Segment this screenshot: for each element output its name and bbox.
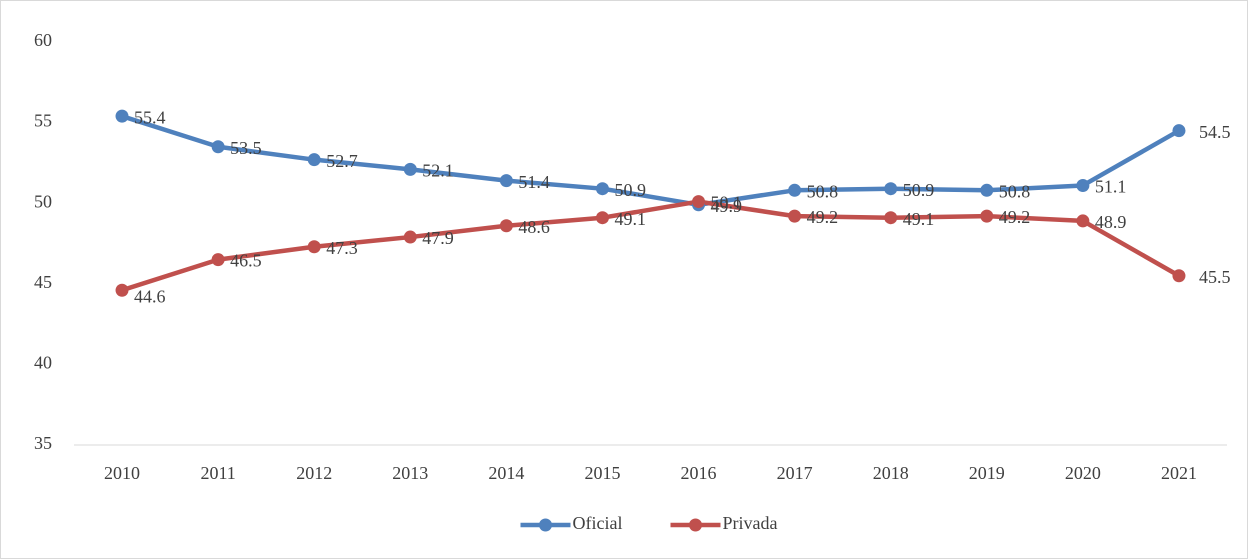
x-tick-label: 2012 — [296, 463, 332, 483]
data-label: 55.4 — [134, 107, 166, 127]
data-label: 52.7 — [326, 151, 358, 171]
data-label: 50.9 — [614, 180, 646, 200]
data-label: 50.8 — [807, 181, 839, 201]
data-point — [499, 219, 513, 233]
data-label: 54.5 — [1199, 122, 1231, 142]
data-point — [115, 109, 129, 123]
data-label: 47.3 — [326, 238, 358, 258]
x-tick-label: 2011 — [200, 463, 235, 483]
data-point — [980, 209, 994, 223]
series-line — [121, 199, 1181, 293]
data-point — [307, 240, 321, 254]
legend-marker — [539, 518, 552, 532]
x-tick-label: 2017 — [777, 463, 813, 483]
x-tick-label: 2016 — [681, 463, 717, 483]
x-tick-label: 2013 — [392, 463, 428, 483]
data-label: 49.9 — [711, 196, 743, 216]
data-label: 53.5 — [230, 138, 262, 158]
y-tick-label: 60 — [34, 30, 52, 50]
data-point — [403, 230, 417, 244]
data-point — [211, 253, 225, 267]
data-point — [788, 209, 802, 223]
data-label: 49.1 — [903, 209, 935, 229]
data-point — [211, 140, 225, 154]
data-point — [692, 195, 706, 209]
data-point — [499, 174, 513, 188]
x-tick-label: 2010 — [104, 463, 140, 483]
data-label: 49.1 — [614, 209, 646, 229]
data-label: 44.6 — [134, 286, 166, 306]
data-label: 46.5 — [230, 251, 262, 271]
data-point — [595, 182, 609, 196]
data-point — [595, 211, 609, 225]
data-point — [980, 183, 994, 197]
x-tick-label: 2018 — [873, 463, 909, 483]
data-point — [307, 153, 321, 167]
data-label: 49.2 — [807, 207, 839, 227]
data-point — [884, 211, 898, 225]
x-tick-label: 2019 — [969, 463, 1005, 483]
x-tick-label: 2020 — [1065, 463, 1101, 483]
data-label: 47.9 — [422, 228, 454, 248]
data-point — [115, 283, 129, 297]
data-point — [1076, 214, 1090, 228]
legend-label: Oficial — [573, 513, 623, 533]
x-tick-label: 2014 — [488, 463, 524, 483]
data-point — [1172, 124, 1186, 138]
y-tick-label: 55 — [34, 111, 52, 131]
data-point — [1076, 178, 1090, 192]
legend-marker — [689, 518, 702, 532]
data-label: 51.1 — [1095, 177, 1127, 197]
data-label: 48.9 — [1095, 212, 1127, 232]
y-tick-label: 45 — [34, 272, 52, 292]
legend-label: Privada — [723, 513, 778, 533]
data-label: 49.2 — [999, 207, 1031, 227]
data-label: 50.8 — [999, 181, 1031, 201]
y-tick-label: 35 — [34, 433, 52, 453]
data-label: 48.6 — [518, 217, 550, 237]
data-label: 45.5 — [1199, 267, 1231, 287]
series-line — [121, 114, 1181, 208]
x-tick-label: 2015 — [584, 463, 620, 483]
y-tick-label: 40 — [34, 353, 52, 373]
data-point — [884, 182, 898, 196]
data-point — [403, 162, 417, 176]
data-label: 50.9 — [903, 180, 935, 200]
data-label: 50.1 — [711, 193, 743, 213]
data-point — [1172, 269, 1186, 283]
y-tick-label: 50 — [34, 191, 52, 211]
data-label: 52.1 — [422, 160, 454, 180]
x-tick-label: 2021 — [1161, 463, 1197, 483]
data-label: 51.4 — [518, 172, 550, 192]
data-point — [788, 183, 802, 197]
